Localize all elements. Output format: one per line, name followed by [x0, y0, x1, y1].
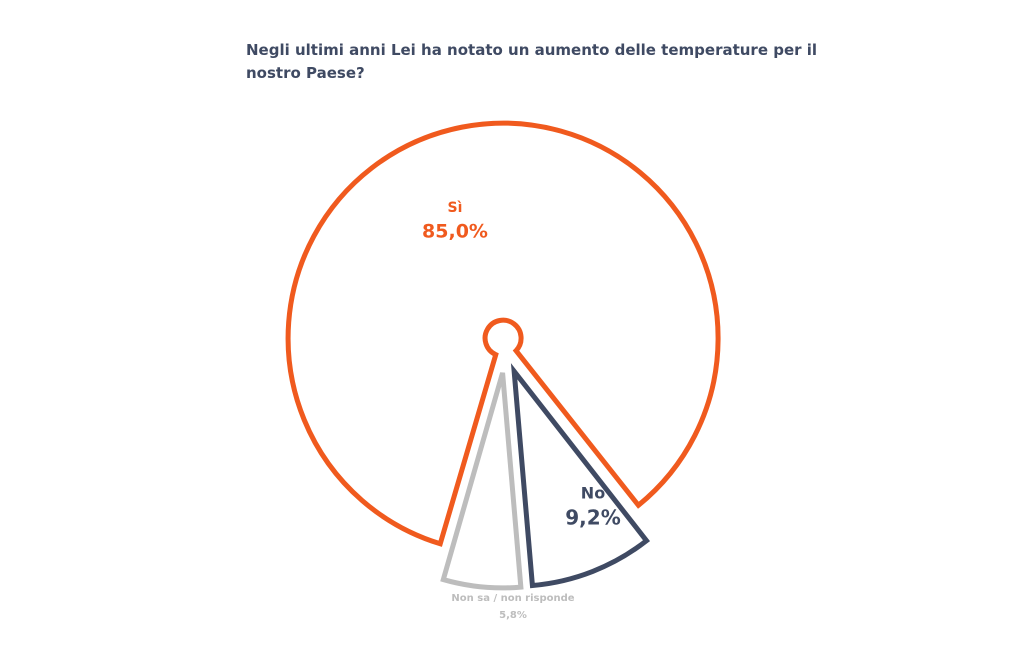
title-line: nostro Paese?	[246, 64, 365, 82]
title-line: Negli ultimi anni Lei ha notato un aumen…	[246, 41, 817, 59]
pie-slice	[510, 363, 651, 589]
chart-title: Negli ultimi anni Lei ha notato un aumen…	[246, 41, 817, 82]
data-label: 9,2%	[565, 506, 620, 530]
pie-slice	[285, 120, 721, 547]
slice-label: Non sa / non risponde	[451, 593, 574, 604]
data-label: 85,0%	[422, 221, 488, 243]
data-label: 5,8%	[499, 610, 527, 621]
slice-label: No	[581, 484, 605, 503]
pie-slice	[440, 372, 524, 591]
slice-label: Sì	[448, 200, 463, 216]
